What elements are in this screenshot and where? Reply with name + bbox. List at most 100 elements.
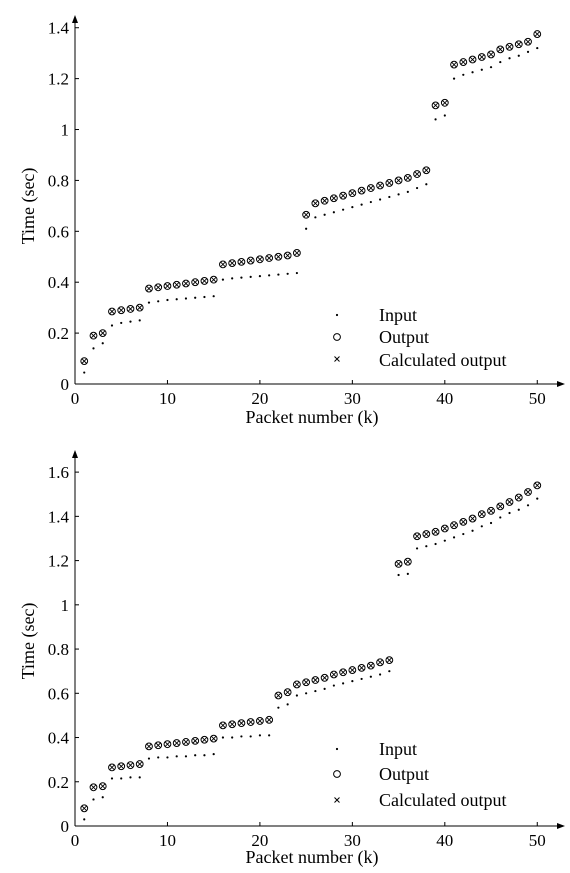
- output-point: [357, 663, 366, 672]
- output-point: [413, 532, 421, 541]
- input-point: [536, 497, 539, 500]
- output-point: [514, 40, 523, 49]
- input-point: [342, 682, 345, 685]
- input-point: [240, 735, 243, 738]
- input-point: [212, 753, 215, 756]
- x-tick-label: 50: [529, 831, 546, 850]
- x-axis-label: Packet number (k): [246, 407, 379, 428]
- output-point: [80, 357, 89, 365]
- calculated-output-point: [118, 307, 124, 313]
- calculated-output-point: [321, 675, 328, 681]
- calculated-output-point: [488, 51, 494, 58]
- x-tick-label: 10: [159, 389, 176, 408]
- output-point: [366, 184, 375, 192]
- calculated-output-point: [479, 511, 485, 517]
- input-point: [480, 525, 483, 528]
- output-point: [348, 189, 357, 198]
- calculated-output-point: [229, 260, 235, 266]
- calculated-output-point: [469, 515, 476, 522]
- output-point: [329, 194, 338, 203]
- calculated-output-point: [275, 254, 282, 260]
- input-point: [221, 736, 225, 739]
- output-point: [394, 560, 403, 568]
- y-tick-label: 0.6: [48, 222, 69, 241]
- input-point: [147, 757, 151, 760]
- calculated-output-point: [164, 283, 171, 289]
- output-point: [459, 517, 468, 526]
- calculated-output-point: [349, 667, 356, 673]
- calculated-output-point: [460, 519, 467, 525]
- calculated-output-point: [127, 306, 134, 312]
- input-point: [92, 798, 95, 801]
- calculated-output-point: [405, 558, 411, 565]
- x-tick-label: 50: [529, 389, 546, 408]
- output-point: [302, 210, 311, 219]
- legend-marker-calculated-output: [334, 797, 340, 803]
- input-point: [526, 50, 530, 54]
- legend-marker-input: [335, 747, 339, 751]
- calculated-output-point: [516, 494, 522, 501]
- calculated-output-point: [201, 278, 208, 284]
- y-tick-label: 1: [61, 121, 70, 140]
- calculated-output-point: [312, 200, 319, 207]
- input-point: [305, 692, 308, 695]
- input-point: [508, 57, 511, 60]
- output-point: [357, 186, 366, 195]
- y-tick-label: 0: [61, 817, 70, 836]
- output-point: [182, 279, 190, 288]
- output-point: [468, 55, 477, 64]
- output-point: [228, 259, 237, 268]
- output-point: [108, 763, 116, 772]
- input-point: [120, 777, 123, 780]
- output-point: [246, 256, 255, 265]
- output-point: [163, 740, 172, 749]
- output-point: [477, 53, 486, 61]
- legend-label-output: Output: [379, 327, 429, 347]
- y-tick-label: 0.4: [48, 729, 70, 748]
- output-point: [200, 735, 209, 744]
- output-point: [366, 661, 375, 670]
- input-point: [295, 271, 298, 275]
- input-point: [138, 776, 141, 779]
- input-point: [314, 216, 317, 219]
- y-axis-arrow: [72, 450, 78, 458]
- output-point: [403, 557, 412, 566]
- legend-marker-output: [333, 333, 341, 341]
- input-point: [129, 776, 132, 779]
- input-point: [110, 324, 114, 327]
- output-point: [514, 493, 523, 502]
- calculated-output-point: [349, 190, 356, 196]
- input-point: [462, 532, 465, 536]
- input-point: [314, 689, 317, 693]
- calculated-output-point: [534, 482, 540, 489]
- output-point: [403, 173, 412, 182]
- input-point: [175, 755, 178, 758]
- chart-bottom-marks: [80, 481, 542, 821]
- input-point: [443, 114, 446, 117]
- input-point: [526, 504, 530, 507]
- input-point: [286, 703, 289, 706]
- calculated-output-point: [525, 39, 531, 45]
- y-tick-label: 1.2: [48, 70, 69, 89]
- legend-marker-calculated-output: [334, 356, 340, 362]
- calculated-output-point: [229, 721, 235, 727]
- input-point: [231, 277, 234, 280]
- output-point: [182, 738, 190, 746]
- x-axis-arrow: [557, 381, 565, 387]
- input-point: [332, 211, 335, 214]
- calculated-output-point: [90, 784, 97, 791]
- output-point: [339, 668, 348, 677]
- input-point: [536, 46, 539, 50]
- calculated-output-point: [266, 255, 272, 261]
- calculated-output-point: [90, 332, 97, 339]
- input-point: [203, 754, 206, 757]
- output-point: [459, 58, 468, 66]
- calculated-output-point: [386, 657, 393, 663]
- input-point: [101, 796, 104, 799]
- input-point: [138, 319, 141, 322]
- legend-label-output: Output: [379, 764, 429, 784]
- input-point: [221, 278, 225, 281]
- input-point: [397, 193, 400, 196]
- input-point: [212, 295, 215, 298]
- input-point: [277, 273, 280, 276]
